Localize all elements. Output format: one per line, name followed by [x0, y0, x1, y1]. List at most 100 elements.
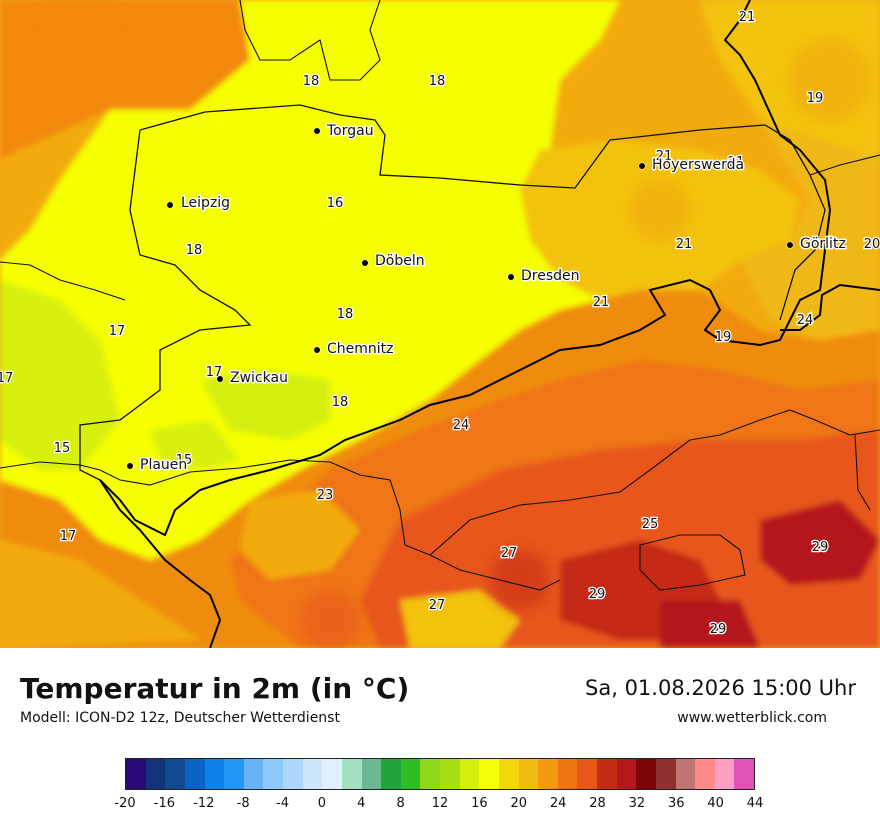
- legend-swatch: [263, 759, 283, 789]
- legend-swatch: [283, 759, 303, 789]
- legend-swatch: [400, 759, 421, 789]
- map-title: Temperatur in 2m (in °C): [20, 672, 410, 705]
- legend-tick-label: 32: [628, 796, 646, 811]
- legend-swatch: [518, 759, 539, 789]
- temp-label: 18: [337, 307, 354, 322]
- legend-swatch: [420, 759, 440, 789]
- legend-swatch: [538, 759, 558, 789]
- city-chemnitz: Chemnitz: [313, 340, 395, 358]
- legend-swatch: [322, 759, 342, 789]
- legend-tick-label: 8: [396, 796, 405, 811]
- city-plauen: Plauen: [126, 456, 189, 474]
- legend-swatch: [184, 759, 205, 789]
- temp-label: 18: [186, 243, 203, 258]
- legend-swatch: [361, 759, 382, 789]
- legend-tick-label: -16: [153, 796, 175, 811]
- temp-label: 21: [656, 149, 673, 164]
- city-dresden: Dresden: [507, 267, 581, 285]
- legend-swatch: [734, 759, 754, 789]
- legend-tick-label: 36: [667, 796, 685, 811]
- city-label: Zwickau: [230, 370, 288, 386]
- legend-swatch: [126, 759, 146, 789]
- temp-label: 24: [453, 418, 470, 433]
- legend-swatch: [557, 759, 578, 789]
- temp-label: 18: [332, 395, 349, 410]
- legend-swatch: [302, 759, 323, 789]
- temp-label: 17: [60, 529, 77, 544]
- legend-swatch: [597, 759, 617, 789]
- legend-swatch: [243, 759, 264, 789]
- legend-color-bar: [125, 758, 755, 790]
- legend-tick-label: 20: [510, 796, 528, 811]
- temp-label: 23: [317, 488, 334, 503]
- temp-label: 18: [303, 74, 320, 89]
- legend-swatch: [695, 759, 715, 789]
- legend-tick-label: 24: [549, 796, 567, 811]
- legend-swatch: [341, 759, 362, 789]
- website-link[interactable]: www.wetterblick.com: [677, 710, 827, 726]
- temp-label: 29: [589, 587, 606, 602]
- city-markers: Torgau Hoyerswerda Leipzig Görlitz Döbel…: [126, 122, 847, 474]
- temp-label: 18: [429, 74, 446, 89]
- city-label: Dresden: [521, 268, 580, 284]
- temperature-map: 21 18 18 19 21 21 16 18 21 20 18 21 24 1…: [0, 0, 880, 648]
- temp-label: 24: [797, 313, 814, 328]
- legend-tick-label: -8: [236, 796, 250, 811]
- temp-label: 17: [0, 371, 13, 386]
- legend-swatch: [498, 759, 519, 789]
- city-hoyerswerda: Hoyerswerda: [638, 156, 745, 174]
- legend-swatch: [479, 759, 499, 789]
- legend-swatch: [145, 759, 166, 789]
- temp-label: 27: [429, 598, 446, 613]
- temp-label: 15: [176, 453, 193, 468]
- city-label: Plauen: [140, 457, 187, 473]
- city-label: Torgau: [326, 123, 374, 139]
- temp-label: 17: [109, 324, 126, 339]
- legend-tick-label: -20: [114, 796, 136, 811]
- legend-tick-label: 12: [431, 796, 449, 811]
- temp-label: 19: [807, 91, 824, 106]
- temp-label: 16: [327, 196, 344, 211]
- city-label: Leipzig: [181, 195, 230, 211]
- legend-swatch: [440, 759, 460, 789]
- border-lines: [0, 0, 880, 648]
- legend-swatch: [714, 759, 735, 789]
- temp-label: 27: [501, 546, 518, 561]
- temp-label: 29: [710, 622, 727, 637]
- legend-tick-label: -4: [276, 796, 289, 811]
- city-label: Görlitz: [800, 236, 846, 252]
- city-zwickau: Zwickau: [216, 369, 289, 387]
- city-leipzig: Leipzig: [166, 194, 231, 212]
- legend-swatch: [636, 759, 656, 789]
- map-canvas: 21 18 18 19 21 21 16 18 21 20 18 21 24 1…: [0, 0, 880, 648]
- legend-swatch: [204, 759, 225, 789]
- temp-label: 21: [676, 237, 693, 252]
- legend-swatch: [675, 759, 696, 789]
- color-legend: -20 -16 -12 -8 -4 0 4 8 12 16 20 24 28 32 36 40 44: [114, 758, 763, 811]
- temp-label: 20: [864, 237, 880, 252]
- city-torgau: Torgau: [313, 122, 375, 140]
- temp-label: 21: [739, 10, 756, 25]
- temp-label: 21: [728, 155, 745, 170]
- city-label: Hoyerswerda: [652, 157, 744, 173]
- legend-tick-label: 0: [317, 796, 327, 811]
- model-source: Modell: ICON-D2 12z, Deutscher Wetterdie…: [20, 710, 340, 726]
- temp-label: 25: [642, 517, 659, 532]
- temp-label: 19: [715, 330, 732, 345]
- city-goerlitz: Görlitz: [786, 235, 847, 253]
- legend-tick-label: 16: [471, 796, 488, 811]
- legend-tick-label: 44: [746, 796, 764, 811]
- legend-swatch: [224, 759, 244, 789]
- legend-tick-label: 40: [707, 796, 724, 811]
- temperature-labels: 21 18 18 19 21 21 16 18 21 20 18 21 24 1…: [0, 9, 880, 639]
- temperature-field: [0, 0, 880, 648]
- legend-swatch: [577, 759, 597, 789]
- legend-swatch: [616, 759, 637, 789]
- temp-label: 15: [54, 441, 71, 456]
- legend-tick-label: -12: [193, 796, 215, 811]
- legend-tick-label: 4: [357, 796, 366, 811]
- legend-swatch: [381, 759, 401, 789]
- legend-tick-label: 28: [589, 796, 606, 811]
- temp-label: 21: [593, 295, 610, 310]
- temp-label: 29: [812, 540, 829, 555]
